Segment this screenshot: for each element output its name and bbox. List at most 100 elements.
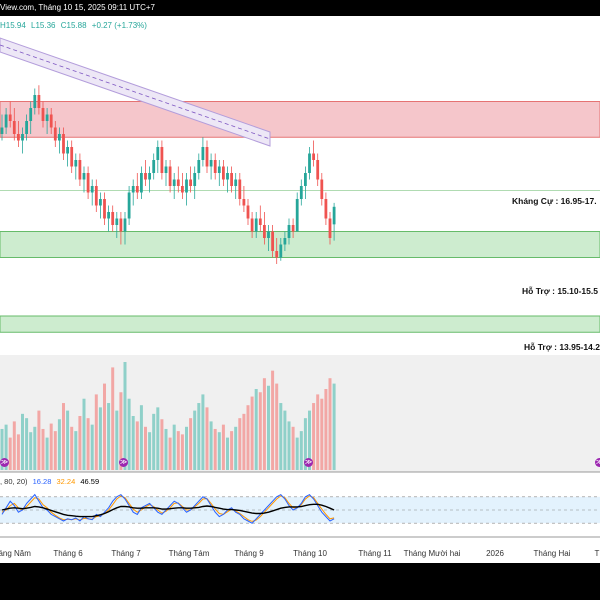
x-axis-label: Tháng Mười hai bbox=[403, 549, 461, 558]
candle-body bbox=[37, 95, 41, 108]
candle-body bbox=[205, 147, 209, 167]
high-value: H15.94 bbox=[0, 21, 26, 30]
volume-bar bbox=[16, 434, 20, 470]
stoch-k-line bbox=[1, 493, 335, 524]
volume-bar bbox=[217, 432, 221, 470]
candle-body bbox=[156, 147, 160, 160]
x-axis-label: Tháng 10 bbox=[293, 549, 327, 558]
candle-body bbox=[324, 199, 328, 219]
volume-bar bbox=[295, 437, 299, 470]
volume-bar bbox=[246, 405, 250, 470]
candle-body bbox=[58, 134, 61, 141]
candle-body bbox=[90, 186, 94, 193]
volume-bar bbox=[107, 403, 111, 470]
x-axis-label: 2026 bbox=[486, 549, 504, 558]
candle-body bbox=[70, 147, 74, 167]
candle-body bbox=[135, 186, 139, 193]
candle-body bbox=[320, 179, 324, 199]
x-axis-label: Tháng Tám bbox=[168, 549, 210, 558]
volume-bar bbox=[271, 370, 275, 470]
candle-body bbox=[213, 160, 217, 173]
volume-bar bbox=[111, 367, 115, 470]
candle-body bbox=[258, 218, 262, 225]
candle-body bbox=[316, 160, 320, 180]
candle-body bbox=[29, 108, 33, 121]
volume-bar bbox=[90, 424, 94, 470]
candle-body bbox=[263, 225, 266, 238]
candle-body bbox=[21, 134, 24, 141]
volume-bar bbox=[82, 398, 86, 470]
support-zone-label-1: Hỗ Trợ : 15.10-15.5 bbox=[522, 286, 598, 296]
volume-bar bbox=[201, 394, 205, 470]
dividend-marker[interactable]: ≫ bbox=[595, 458, 600, 467]
candle-body bbox=[279, 244, 283, 258]
x-axis-label: Tháng 7 bbox=[111, 549, 141, 558]
volume-bar bbox=[160, 419, 164, 470]
volume-bar bbox=[164, 428, 168, 470]
support-zone bbox=[0, 231, 600, 258]
chart-source-header: View.com, Tháng 10 15, 2025 09:11 UTC+7 bbox=[0, 3, 155, 12]
candle-body bbox=[168, 166, 172, 186]
volume-bar bbox=[94, 394, 98, 470]
resistance-zone bbox=[0, 101, 600, 138]
candle-body bbox=[304, 173, 307, 186]
candle-body bbox=[66, 147, 69, 154]
volume-bar bbox=[197, 403, 201, 470]
candle-body bbox=[332, 206, 336, 225]
volume-bar bbox=[53, 431, 57, 470]
volume-bar bbox=[234, 426, 238, 470]
candle-body bbox=[197, 160, 201, 173]
candle-body bbox=[181, 186, 184, 193]
candle-body bbox=[99, 199, 102, 206]
volume-bar bbox=[316, 394, 320, 470]
dividend-marker[interactable]: ≫ bbox=[0, 458, 9, 467]
candle-body bbox=[312, 153, 315, 160]
resistance-zone-label: Kháng Cự : 16.95-17. bbox=[512, 196, 597, 206]
candle-body bbox=[107, 212, 110, 219]
candle-body bbox=[17, 134, 20, 141]
candle-body bbox=[189, 179, 192, 186]
change-value: +0.27 (+1.73%) bbox=[91, 21, 147, 30]
volume-bar bbox=[103, 383, 106, 470]
candle-body bbox=[209, 160, 213, 167]
volume-bar bbox=[332, 383, 336, 470]
volume-bar bbox=[213, 428, 217, 470]
stoch-d-value: 32.24 bbox=[56, 477, 76, 486]
volume-bar bbox=[172, 424, 176, 470]
candle-body bbox=[119, 218, 123, 232]
x-axis-label: Tháng Hai bbox=[533, 549, 571, 558]
support-zone bbox=[0, 315, 600, 333]
candle-body bbox=[86, 173, 90, 193]
volume-bar bbox=[29, 432, 33, 470]
volume-bar bbox=[74, 431, 78, 470]
candle-body bbox=[94, 186, 98, 206]
volume-bar bbox=[275, 383, 279, 470]
volume-bar bbox=[86, 418, 90, 470]
volume-bar bbox=[139, 405, 143, 470]
candle-body bbox=[115, 218, 119, 225]
channel-midline bbox=[0, 44, 271, 140]
stoch-sma-line bbox=[1, 503, 335, 518]
dividend-marker[interactable]: ≫ bbox=[304, 458, 313, 467]
volume-bar bbox=[135, 421, 139, 470]
candle-body bbox=[238, 179, 242, 199]
volume-bar bbox=[221, 424, 225, 470]
candle-body bbox=[160, 147, 164, 173]
candle-body bbox=[254, 218, 258, 232]
candle-body bbox=[78, 160, 82, 180]
candle-body bbox=[291, 225, 295, 232]
candle-body bbox=[185, 179, 188, 193]
dividend-marker[interactable]: ≫ bbox=[119, 458, 128, 467]
volume-bar bbox=[185, 426, 188, 470]
candle-body bbox=[299, 186, 303, 199]
x-axis-background bbox=[0, 537, 600, 563]
candle-body bbox=[172, 179, 176, 186]
volume-bar bbox=[33, 426, 37, 470]
candle-body bbox=[4, 114, 8, 128]
candle-body bbox=[230, 173, 233, 186]
volume-bar bbox=[131, 416, 135, 470]
stochastic-legend: , 80, 20) 16.28 32.24 46.59 bbox=[0, 477, 102, 486]
volume-bar bbox=[144, 426, 147, 470]
